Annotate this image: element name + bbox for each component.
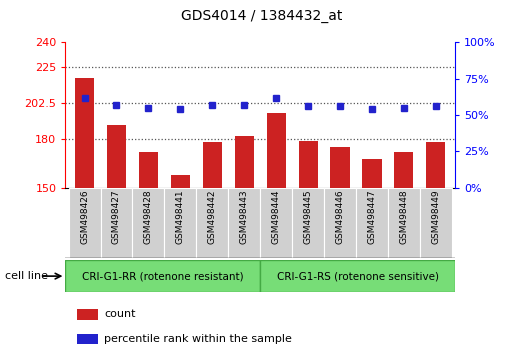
Text: GSM498442: GSM498442 [208, 190, 217, 244]
Bar [324, 188, 356, 258]
Bar [75, 78, 94, 188]
Bar [260, 260, 455, 292]
Text: GSM498446: GSM498446 [336, 190, 345, 244]
Bar [171, 175, 190, 188]
Text: GSM498426: GSM498426 [80, 190, 89, 244]
Bar [420, 188, 452, 258]
Text: CRI-G1-RS (rotenone sensitive): CRI-G1-RS (rotenone sensitive) [277, 271, 439, 281]
Bar [235, 136, 254, 188]
Bar [196, 188, 228, 258]
Text: GSM498428: GSM498428 [144, 190, 153, 244]
Bar [331, 147, 349, 188]
Bar [260, 188, 292, 258]
Bar [394, 152, 414, 188]
Text: cell line: cell line [5, 271, 48, 281]
Bar [77, 333, 98, 344]
Bar [69, 188, 100, 258]
Bar [100, 188, 132, 258]
Bar [388, 188, 420, 258]
Bar [139, 152, 158, 188]
Text: percentile rank within the sample: percentile rank within the sample [105, 334, 292, 344]
Bar [362, 159, 382, 188]
Text: GSM498444: GSM498444 [271, 190, 281, 244]
Bar [164, 188, 196, 258]
Text: GSM498427: GSM498427 [112, 190, 121, 244]
Text: GSM498447: GSM498447 [368, 190, 377, 244]
Text: GSM498448: GSM498448 [400, 190, 408, 244]
Bar [292, 188, 324, 258]
Bar [65, 260, 260, 292]
Text: GSM498445: GSM498445 [303, 190, 313, 244]
Text: CRI-G1-RR (rotenone resistant): CRI-G1-RR (rotenone resistant) [82, 271, 244, 281]
Bar [203, 142, 222, 188]
Bar [356, 188, 388, 258]
Text: GSM498449: GSM498449 [431, 190, 440, 244]
Bar [107, 125, 126, 188]
Bar [426, 142, 446, 188]
Text: GDS4014 / 1384432_at: GDS4014 / 1384432_at [181, 9, 342, 23]
Text: count: count [105, 309, 136, 319]
Bar [77, 309, 98, 320]
Bar [267, 113, 286, 188]
Bar [132, 188, 164, 258]
Text: GSM498443: GSM498443 [240, 190, 249, 244]
Bar [299, 141, 317, 188]
Text: GSM498441: GSM498441 [176, 190, 185, 244]
Bar [228, 188, 260, 258]
